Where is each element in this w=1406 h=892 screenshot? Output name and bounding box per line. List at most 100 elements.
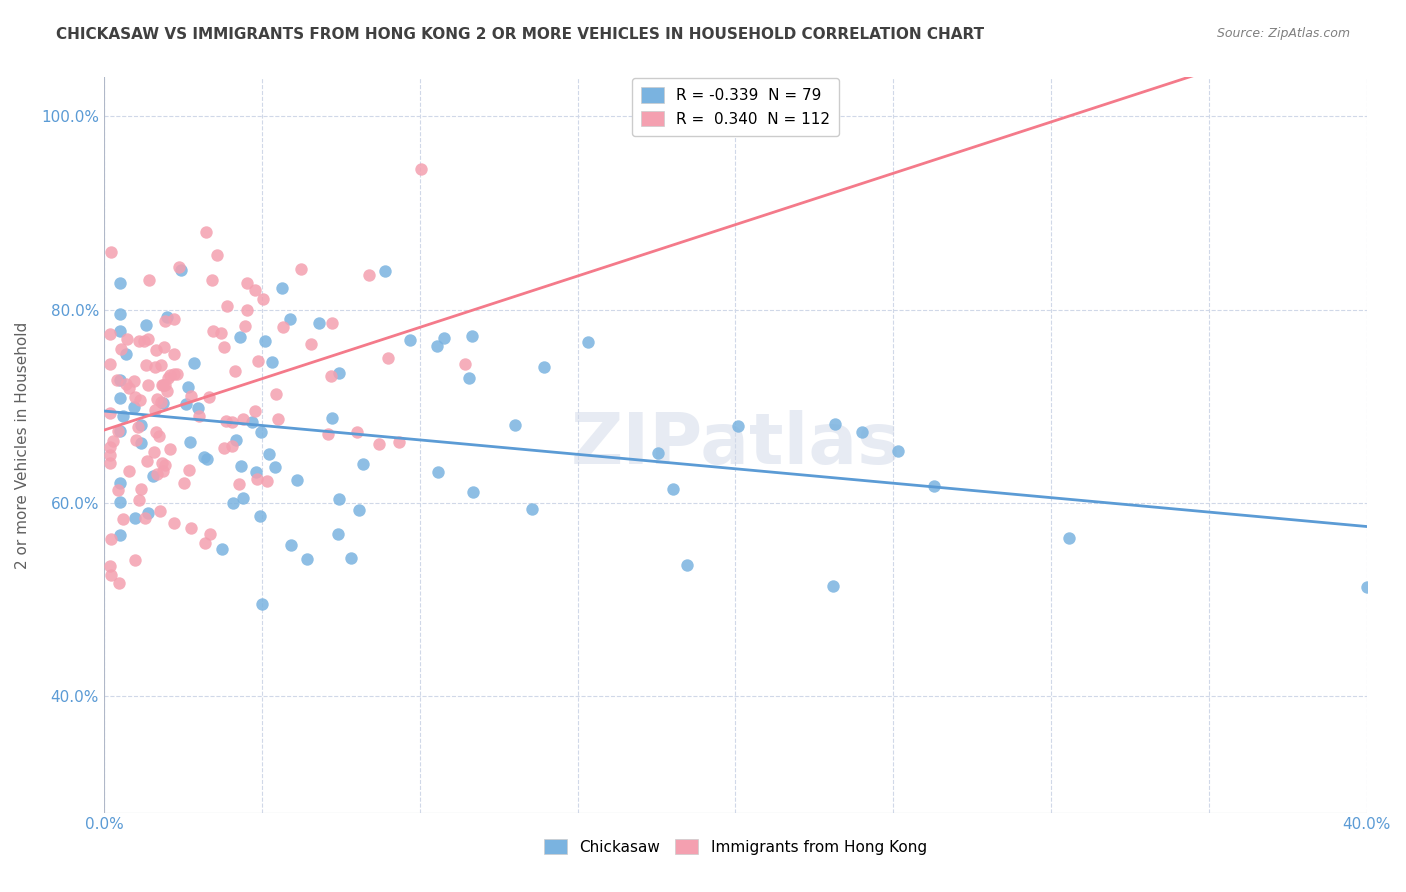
Point (128, 334, 150, 348)
Point (377, 351, 399, 366)
Point (340, 551, 363, 566)
Point (201, 324, 224, 338)
Point (454, 357, 477, 371)
Point (118, 464, 141, 478)
Point (225, 434, 247, 448)
Point (153, 458, 176, 472)
Point (127, 420, 149, 434)
Point (108, 424, 131, 438)
Point (136, 506, 159, 520)
Point (236, 302, 259, 317)
Point (143, 402, 166, 417)
Point (193, 450, 215, 464)
Point (321, 369, 343, 384)
Point (166, 367, 188, 381)
Point (321, 410, 343, 425)
Point (290, 261, 312, 276)
Point (215, 414, 238, 428)
Point (357, 268, 380, 283)
Point (463, 484, 485, 499)
Point (145, 467, 167, 481)
Point (138, 273, 160, 287)
Point (98, 448, 121, 462)
Point (111, 512, 134, 526)
Point (100, 532, 122, 546)
Point (129, 417, 152, 432)
Point (135, 318, 157, 332)
Point (267, 412, 290, 426)
Point (821, 579, 844, 593)
Point (197, 390, 219, 404)
Point (150, 456, 173, 470)
Point (328, 366, 350, 380)
Point (150, 394, 173, 409)
Point (321, 316, 343, 330)
Point (163, 367, 186, 381)
Point (118, 381, 141, 395)
Point (232, 412, 254, 426)
Point (177, 463, 200, 477)
Point (922, 479, 945, 493)
Point (266, 387, 288, 401)
Point (280, 538, 302, 552)
Point (163, 347, 186, 361)
Point (152, 396, 174, 410)
Point (295, 552, 318, 566)
Point (108, 391, 131, 405)
Point (318, 426, 340, 441)
Point (299, 337, 322, 351)
Point (128, 393, 150, 408)
Point (183, 356, 205, 370)
Point (108, 276, 131, 290)
Point (205, 248, 228, 262)
Point (152, 464, 174, 478)
Point (187, 401, 209, 415)
Point (252, 292, 274, 306)
Point (101, 434, 124, 449)
Point (235, 276, 257, 290)
Point (458, 371, 481, 385)
Point (156, 371, 179, 385)
Point (246, 472, 269, 486)
Point (148, 429, 170, 443)
Point (108, 324, 131, 338)
Point (159, 442, 181, 457)
Point (115, 333, 138, 347)
Point (170, 262, 193, 277)
Point (374, 264, 396, 278)
Point (146, 392, 169, 406)
Point (249, 508, 271, 523)
Point (174, 397, 197, 411)
Point (676, 558, 699, 572)
Point (212, 441, 235, 455)
Point (271, 280, 294, 294)
Point (214, 340, 236, 354)
Point (108, 575, 131, 590)
Point (229, 330, 252, 344)
Point (115, 347, 138, 361)
Point (122, 374, 145, 388)
Point (887, 443, 910, 458)
Point (1057, 531, 1080, 545)
Point (231, 458, 253, 473)
Point (136, 332, 159, 346)
Point (576, 335, 599, 350)
Point (156, 384, 179, 399)
Point (346, 425, 368, 439)
Point (243, 283, 266, 297)
Point (110, 342, 132, 356)
Point (173, 476, 195, 491)
Point (108, 528, 131, 542)
Legend: R = -0.339  N = 79, R =  0.340  N = 112: R = -0.339 N = 79, R = 0.340 N = 112 (631, 78, 839, 136)
Point (108, 475, 131, 490)
Point (285, 473, 308, 487)
Point (108, 495, 131, 509)
Point (124, 553, 146, 567)
Point (152, 340, 174, 354)
Text: ZIPatlas: ZIPatlas (571, 410, 900, 480)
Point (169, 260, 191, 274)
Point (149, 504, 172, 518)
Point (727, 419, 749, 434)
Point (98, 440, 121, 454)
Point (124, 400, 146, 414)
